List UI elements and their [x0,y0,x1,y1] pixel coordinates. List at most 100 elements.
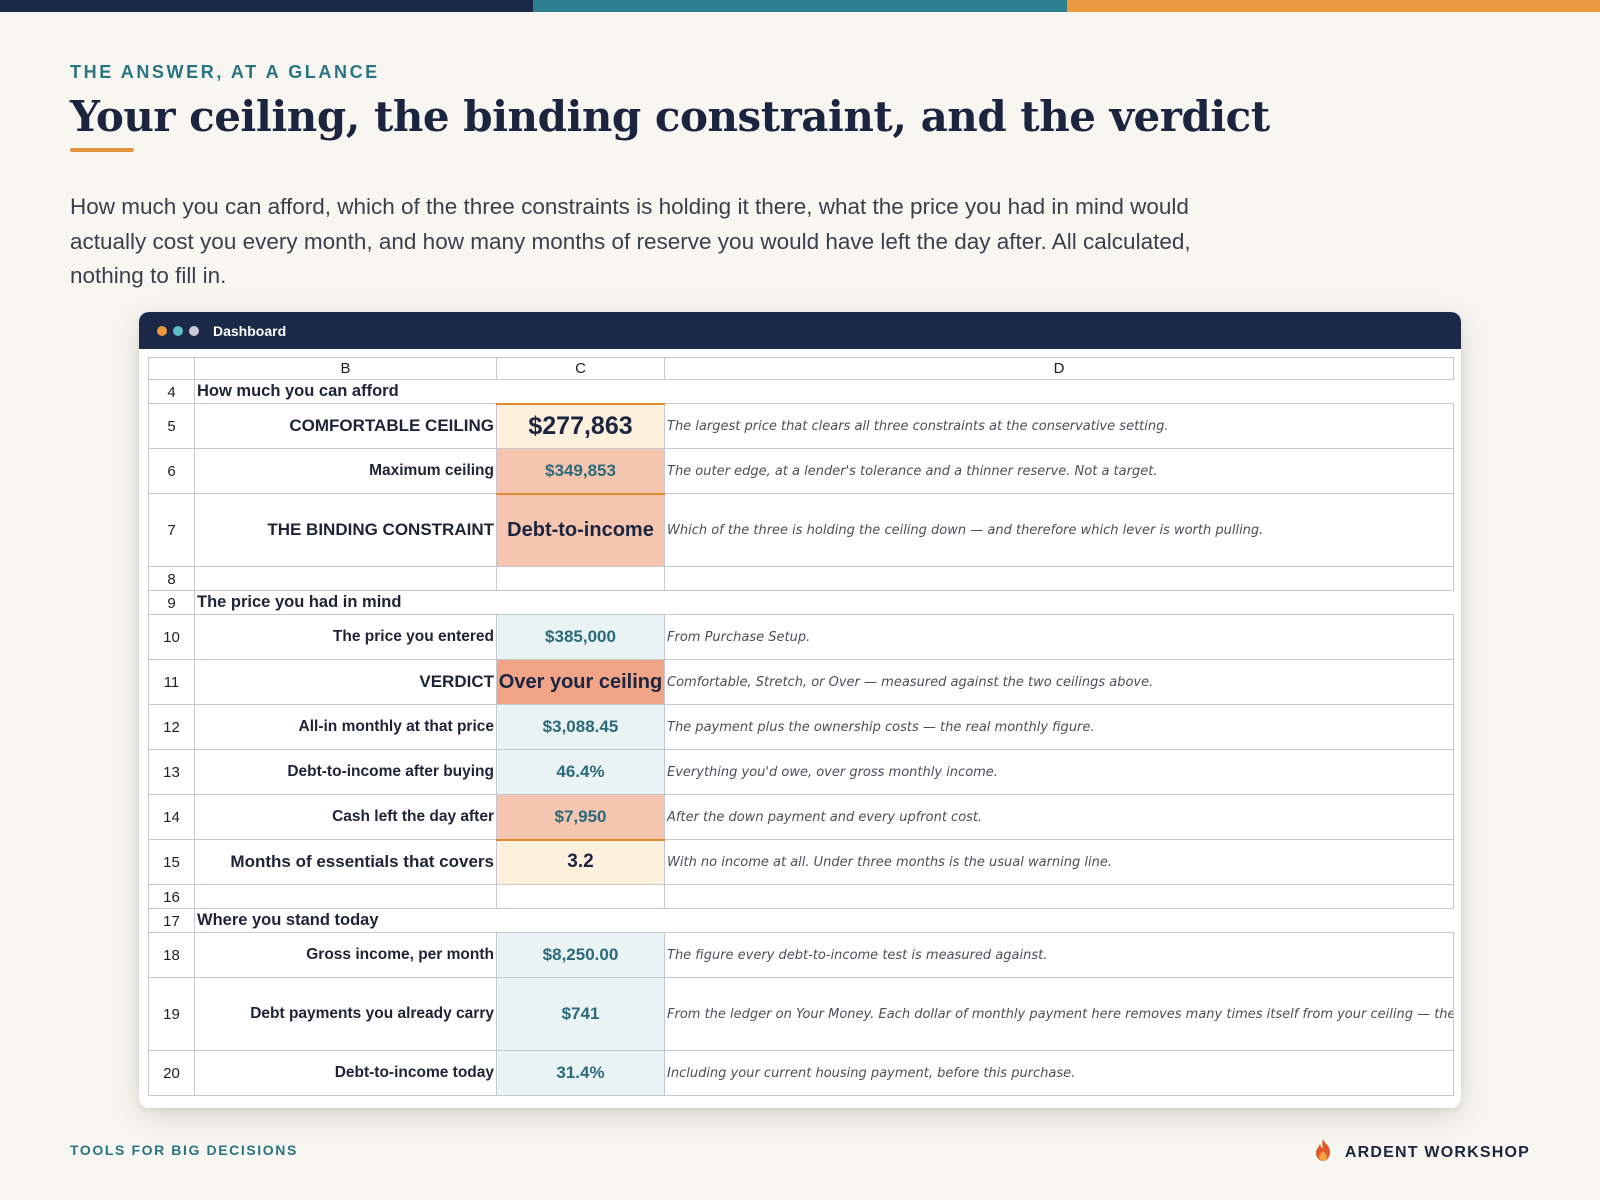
binding-constraint-note[interactable]: Which of the three is holding the ceilin… [664,493,1454,567]
dti-today-note[interactable]: Including your current housing payment, … [664,1050,1454,1096]
column-header-d[interactable]: D [664,357,1454,380]
empty-cell[interactable] [664,884,1454,909]
row-number[interactable]: 19 [148,977,195,1051]
table-row: 12 All-in monthly at that price $3,088.4… [148,704,1454,750]
row-number[interactable]: 17 [148,908,195,933]
months-essentials-note[interactable]: With no income at all. Under three month… [664,839,1454,885]
debt-payments-note[interactable]: From the ledger on Your Money. Each doll… [664,977,1454,1051]
binding-constraint-value[interactable]: Debt-to-income [496,493,665,567]
section-heading[interactable]: Where you stand today [194,908,1454,933]
section-heading[interactable]: The price you had in mind [194,590,1454,615]
title-underline [70,148,134,152]
brand-name: ARDENT WORKSHOP [1344,1143,1530,1161]
table-row: 5 COMFORTABLE CEILING $277,863 The large… [148,402,1454,449]
cash-left-label[interactable]: Cash left the day after [194,794,497,840]
comfortable-ceiling-note[interactable]: The largest price that clears all three … [664,403,1454,449]
footer-brand[interactable]: ARDENT WORKSHOP [1313,1138,1530,1167]
row-number[interactable]: 14 [148,794,195,840]
empty-cell[interactable] [664,566,1454,591]
spreadsheet: B C D 4 How much you can afford 5 COMFOR… [148,357,1454,1096]
months-essentials-value[interactable]: 3.2 [496,839,665,885]
accent-segment-navy [0,0,534,12]
debt-payments-value[interactable]: $741 [496,977,665,1051]
row-number[interactable]: 10 [148,614,195,660]
price-entered-label[interactable]: The price you entered [194,614,497,660]
window-titlebar: Dashboard [139,312,1461,349]
maximum-ceiling-note[interactable]: The outer edge, at a lender's tolerance … [664,448,1454,494]
cash-left-value[interactable]: $7,950 [496,794,665,841]
row-number[interactable]: 15 [148,839,195,885]
row-number[interactable]: 11 [148,659,195,705]
comfortable-ceiling-value[interactable]: $277,863 [496,402,665,449]
dashboard-window: Dashboard B C D 4 How much you can affor… [139,312,1461,1108]
accent-segment-orange [1066,0,1600,12]
empty-cell[interactable] [194,884,497,909]
window-title: Dashboard [213,322,287,339]
table-row: 15 Months of essentials that covers 3.2 … [148,839,1454,885]
row-number[interactable]: 9 [148,590,195,615]
table-row: 17 Where you stand today [148,908,1454,933]
row-number[interactable]: 12 [148,704,195,750]
dashboard-table: B C D 4 How much you can afford 5 COMFOR… [148,357,1454,1096]
dti-after-label[interactable]: Debt-to-income after buying [194,749,497,795]
dti-today-value[interactable]: 31.4% [496,1050,665,1096]
top-accent-bar [0,0,1600,12]
table-row: 10 The price you entered $385,000 From P… [148,614,1454,660]
corner-cell[interactable] [148,357,195,380]
row-number[interactable]: 13 [148,749,195,795]
verdict-note[interactable]: Comfortable, Stretch, or Over — measured… [664,659,1454,705]
binding-constraint-label[interactable]: THE BINDING CONSTRAINT [194,493,497,567]
table-row: 7 THE BINDING CONSTRAINT Debt-to-income … [148,493,1454,567]
dti-today-label[interactable]: Debt-to-income today [194,1050,497,1096]
window-dot-grey[interactable] [189,325,199,336]
maximum-ceiling-value[interactable]: $349,853 [496,448,665,495]
gross-income-value[interactable]: $8,250.00 [496,932,665,978]
row-number[interactable]: 20 [148,1050,195,1096]
gross-income-label[interactable]: Gross income, per month [194,932,497,978]
all-in-monthly-value[interactable]: $3,088.45 [496,704,665,750]
price-entered-value[interactable]: $385,000 [496,614,665,660]
row-number[interactable]: 18 [148,932,195,978]
dti-after-note[interactable]: Everything you'd owe, over gross monthly… [664,749,1454,795]
gross-income-note[interactable]: The figure every debt-to-income test is … [664,932,1454,978]
cash-left-note[interactable]: After the down payment and every upfront… [664,794,1454,840]
table-row: 14 Cash left the day after $7,950 After … [148,794,1454,841]
empty-cell[interactable] [496,566,665,591]
all-in-monthly-label[interactable]: All-in monthly at that price [194,704,497,750]
column-header-c[interactable]: C [496,357,665,380]
section-heading[interactable]: How much you can afford [194,379,1454,404]
table-row: 13 Debt-to-income after buying 46.4% Eve… [148,749,1454,795]
window-dot-orange[interactable] [157,325,167,336]
verdict-label[interactable]: VERDICT [194,659,497,705]
months-essentials-label[interactable]: Months of essentials that covers [194,839,497,885]
verdict-value[interactable]: Over your ceiling [496,659,665,705]
table-row: 8 [148,566,1454,591]
dti-after-value[interactable]: 46.4% [496,749,665,795]
column-header-b[interactable]: B [194,357,497,380]
table-row: 19 Debt payments you already carry $741 … [148,977,1454,1051]
debt-payments-label[interactable]: Debt payments you already carry [194,977,497,1051]
row-number[interactable]: 16 [148,884,195,909]
all-in-monthly-note[interactable]: The payment plus the ownership costs — t… [664,704,1454,750]
table-row: 16 [148,884,1454,909]
maximum-ceiling-label[interactable]: Maximum ceiling [194,448,497,494]
empty-cell[interactable] [496,884,665,909]
flame-icon [1313,1138,1333,1167]
row-number[interactable]: 6 [148,448,195,494]
window-dot-teal[interactable] [173,325,183,336]
accent-segment-teal [533,0,1067,12]
row-number[interactable]: 8 [148,566,195,591]
row-number[interactable]: 5 [148,403,195,449]
column-header-row: B C D [148,357,1454,380]
intro-paragraph: How much you can afford, which of the th… [70,194,1191,288]
table-row: 18 Gross income, per month $8,250.00 The… [148,932,1454,978]
comfortable-ceiling-label[interactable]: COMFORTABLE CEILING [194,403,497,449]
row-number[interactable]: 7 [148,493,195,567]
price-entered-note[interactable]: From Purchase Setup. [664,614,1454,660]
empty-cell[interactable] [194,566,497,591]
eyebrow-label: THE ANSWER, AT A GLANCE [70,62,380,82]
table-row: 11 VERDICT Over your ceiling Comfortable… [148,659,1454,705]
page-title: Your ceiling, the binding constraint, an… [70,92,1270,141]
table-row: 20 Debt-to-income today 31.4% Including … [148,1050,1454,1096]
row-number[interactable]: 4 [148,379,195,404]
